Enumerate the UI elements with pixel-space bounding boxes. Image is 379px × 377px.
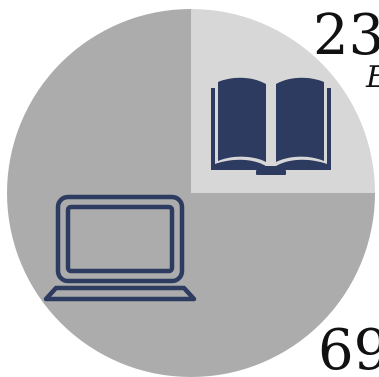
open-book-icon: [211, 77, 331, 175]
category-label-partial: E: [366, 63, 379, 93]
laptop-icon: [43, 194, 197, 302]
pie-slice-69: [7, 9, 375, 377]
value-label-69: 69: [318, 318, 379, 377]
value-label-23: 23: [313, 3, 379, 68]
